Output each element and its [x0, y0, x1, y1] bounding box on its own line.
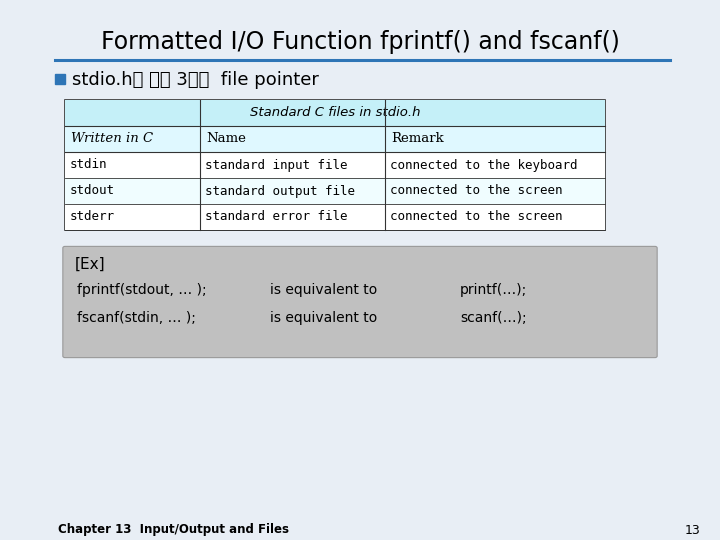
Text: connected to the screen: connected to the screen [390, 211, 562, 224]
Text: standard error file: standard error file [205, 211, 348, 224]
Text: connected to the screen: connected to the screen [390, 185, 562, 198]
Text: Standard C files in stdio.h: Standard C files in stdio.h [250, 106, 420, 119]
FancyBboxPatch shape [63, 246, 657, 357]
Text: stdin: stdin [70, 159, 107, 172]
Text: stderr: stderr [70, 211, 115, 224]
Text: stdio.h에 있는 3가지  file pointer: stdio.h에 있는 3가지 file pointer [72, 71, 319, 89]
Text: is equivalent to: is equivalent to [270, 283, 377, 297]
Bar [65, 100, 605, 230]
Text: Formatted I/O Function fprintf() and fscanf(): Formatted I/O Function fprintf() and fsc… [101, 30, 619, 54]
Bar [200, 204, 385, 230]
Text: [Ex]: [Ex] [75, 256, 106, 272]
Text: is equivalent to: is equivalent to [270, 311, 377, 325]
Bar [385, 204, 605, 230]
Text: stdout: stdout [70, 185, 115, 198]
Bar [65, 204, 200, 230]
Bar [200, 126, 385, 152]
Text: Remark: Remark [391, 132, 444, 145]
Bar [65, 152, 200, 178]
Text: printf(…);: printf(…); [460, 283, 527, 297]
Bar [385, 152, 605, 178]
Text: Written in C: Written in C [71, 132, 153, 145]
Text: standard output file: standard output file [205, 185, 355, 198]
Text: connected to the keyboard: connected to the keyboard [390, 159, 577, 172]
Text: fscanf(stdin, … );: fscanf(stdin, … ); [77, 311, 196, 325]
Bar [65, 126, 200, 152]
Text: fprintf(stdout, … );: fprintf(stdout, … ); [77, 283, 207, 297]
Bar [385, 178, 605, 204]
Bar [65, 178, 200, 204]
Bar [55, 74, 65, 84]
Bar [200, 152, 385, 178]
Bar [385, 126, 605, 152]
Bar [200, 178, 385, 204]
Text: scanf(…);: scanf(…); [460, 311, 526, 325]
Bar [65, 100, 605, 126]
Text: Chapter 13  Input/Output and Files: Chapter 13 Input/Output and Files [58, 523, 289, 537]
Text: Name: Name [206, 132, 246, 145]
Text: standard input file: standard input file [205, 159, 348, 172]
Text: 13: 13 [684, 523, 700, 537]
